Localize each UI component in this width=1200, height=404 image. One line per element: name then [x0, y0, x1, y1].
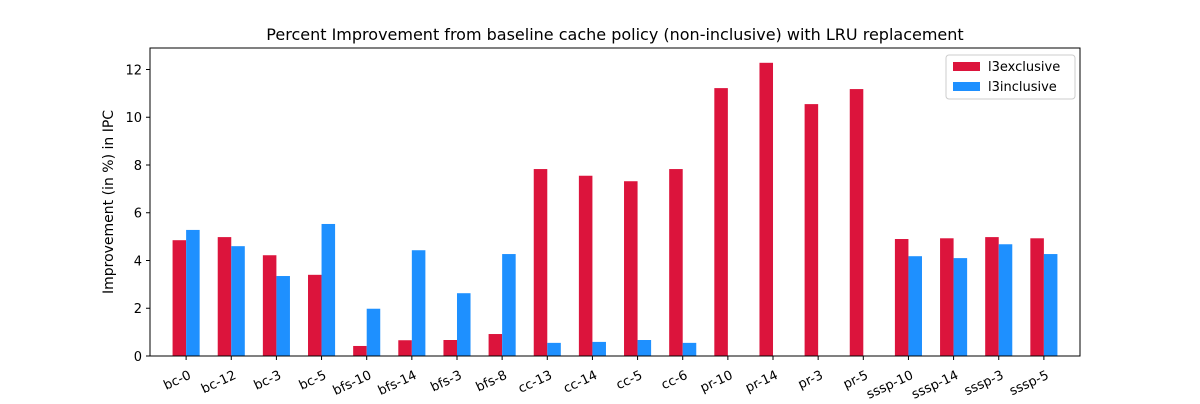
bar-l3inclusive-bfs-14: [411, 250, 426, 356]
x-tick-label-bc-3: bc-3: [252, 368, 284, 394]
x-tick-label-bfs-3: bfs-3: [429, 368, 465, 395]
bar-l3exclusive-pr-14: [759, 62, 774, 357]
x-tick-label-bfs-10: bfs-10: [331, 368, 374, 399]
bar-l3inclusive-bc-5: [321, 223, 336, 356]
bar-l3inclusive-cc-14: [592, 341, 606, 356]
bar-l3inclusive-bfs-8: [502, 254, 516, 356]
y-tick-label: 2: [134, 302, 142, 317]
bar-l3exclusive-pr-5: [849, 89, 864, 356]
bar-l3inclusive-bc-0: [186, 229, 200, 356]
x-tick-label-sssp-10: sssp-10: [864, 368, 915, 400]
bar-l3exclusive-bc-3: [262, 255, 277, 356]
x-tick-label-bc-12: bc-12: [199, 368, 239, 397]
bar-l3exclusive-bc-0: [172, 240, 187, 356]
bar-l3exclusive-bfs-8: [488, 334, 503, 356]
x-tick-label-cc-5: cc-5: [614, 368, 645, 393]
bar-l3exclusive-bfs-3: [443, 340, 457, 356]
bar-l3inclusive-bfs-3: [456, 293, 471, 356]
y-tick-label: 0: [134, 350, 142, 365]
y-tick-label: 12: [125, 63, 142, 78]
bar-l3exclusive-pr-10: [714, 88, 728, 357]
x-tick-label-bfs-8: bfs-8: [474, 368, 510, 395]
x-tick-label-sssp-14: sssp-14: [910, 368, 961, 400]
x-tick-label-sssp-5: sssp-5: [1007, 368, 1051, 399]
y-tick-label: 8: [134, 159, 142, 174]
x-tick-label-pr-10: pr-10: [698, 368, 735, 396]
legend-label-l3inclusive: l3inclusive: [988, 80, 1057, 95]
bar-l3exclusive-bc-12: [217, 237, 232, 356]
x-tick-label-cc-14: cc-14: [561, 368, 600, 397]
bar-l3exclusive-bfs-10: [353, 345, 367, 356]
bar-l3inclusive-sssp-3: [998, 244, 1013, 356]
bar-l3exclusive-bfs-14: [398, 340, 412, 356]
y-tick-label: 4: [134, 254, 142, 269]
bar-l3exclusive-cc-14: [578, 175, 593, 356]
x-tick-label-cc-6: cc-6: [659, 368, 690, 393]
legend-label-l3exclusive: l3exclusive: [988, 60, 1060, 75]
bar-l3exclusive-cc-13: [533, 169, 548, 356]
x-tick-label-bc-5: bc-5: [297, 368, 329, 394]
y-tick-label: 6: [134, 207, 142, 222]
bar-l3inclusive-sssp-10: [908, 256, 922, 356]
legend-swatch-l3inclusive: [953, 82, 980, 91]
x-tick-label-pr-14: pr-14: [743, 368, 780, 396]
bar-l3inclusive-cc-6: [682, 342, 697, 356]
bar-l3exclusive-sssp-14: [940, 238, 954, 356]
bar-l3inclusive-bc-12: [231, 246, 245, 356]
bar-l3exclusive-sssp-10: [894, 239, 909, 356]
bar-l3exclusive-pr-3: [804, 104, 819, 356]
chart-title: Percent Improvement from baseline cache …: [266, 25, 963, 44]
bar-l3inclusive-bc-3: [276, 276, 290, 356]
x-tick-label-cc-13: cc-13: [516, 368, 555, 397]
x-tick-label-pr-3: pr-3: [796, 368, 826, 392]
bar-l3exclusive-cc-5: [624, 181, 638, 356]
x-tick-label-sssp-3: sssp-3: [962, 368, 1006, 399]
x-tick-label-bfs-14: bfs-14: [376, 368, 419, 399]
x-tick-label-bc-0: bc-0: [161, 368, 193, 394]
bar-l3inclusive-sssp-5: [1043, 254, 1058, 356]
y-axis-label: Improvement (in %) in IPC: [101, 110, 117, 294]
legend: l3exclusive l3inclusive: [945, 54, 1076, 100]
plot-frame: [149, 47, 1081, 357]
bar-l3exclusive-cc-6: [669, 169, 683, 356]
bar-l3inclusive-bfs-10: [366, 308, 381, 356]
bar-l3inclusive-sssp-14: [953, 258, 968, 356]
legend-swatch-l3exclusive: [953, 62, 980, 71]
bar-l3exclusive-bc-5: [308, 274, 322, 356]
bar-l3inclusive-cc-5: [637, 340, 652, 356]
bar-l3inclusive-cc-13: [547, 342, 561, 356]
bars-layer: [172, 62, 1058, 357]
bar-l3exclusive-sssp-3: [985, 237, 999, 356]
bar-l3exclusive-sssp-5: [1030, 238, 1044, 356]
y-tick-label: 10: [125, 111, 142, 126]
